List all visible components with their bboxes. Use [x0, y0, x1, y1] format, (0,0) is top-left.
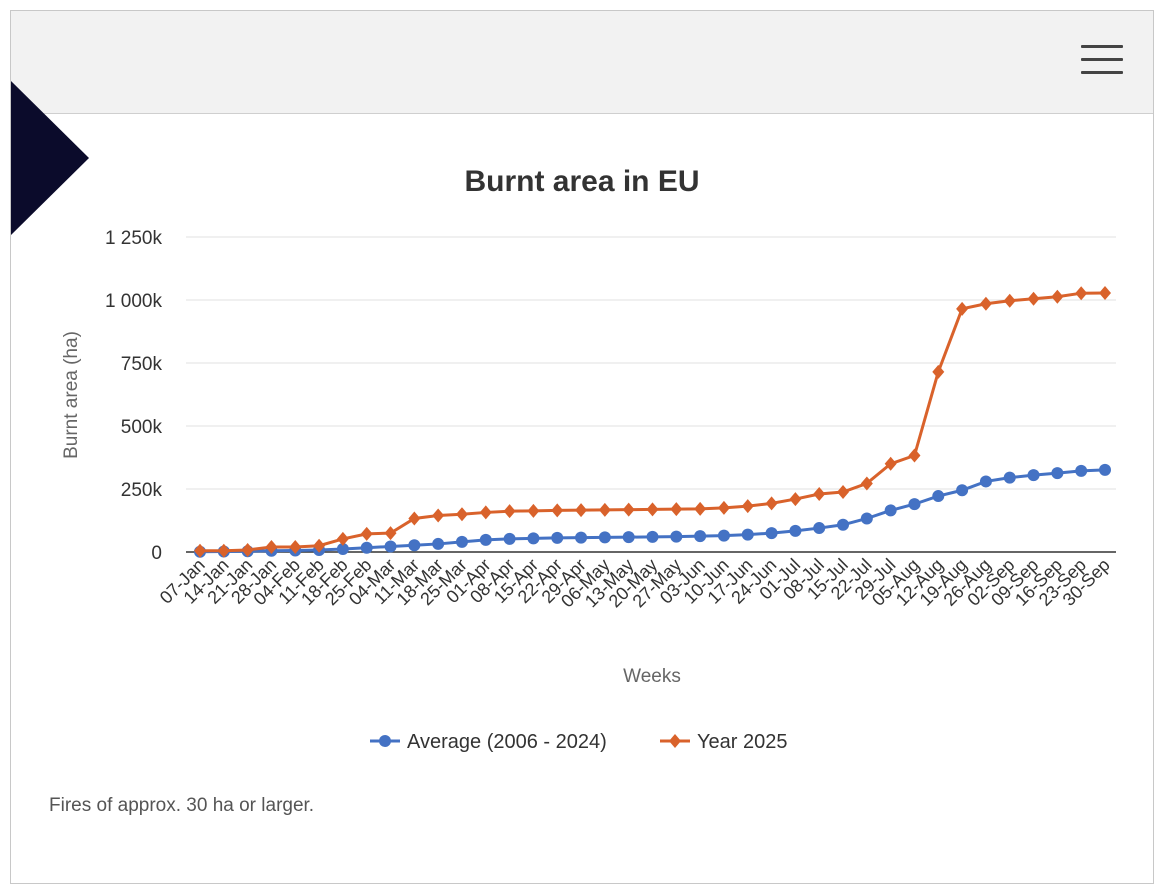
data-point[interactable]	[646, 502, 659, 517]
data-point[interactable]	[1099, 463, 1111, 476]
legend-label: Year 2025	[697, 731, 787, 753]
data-point[interactable]	[813, 487, 826, 502]
y-tick-label: 500k	[121, 417, 163, 438]
data-point[interactable]	[503, 504, 516, 519]
footnote: Fires of approx. 30 ha or larger.	[49, 795, 315, 816]
data-point[interactable]	[646, 530, 659, 543]
data-point[interactable]	[479, 533, 492, 546]
data-point[interactable]	[694, 530, 707, 543]
data-point[interactable]	[551, 531, 564, 544]
data-point[interactable]	[837, 518, 850, 531]
chart-title: Burnt area in EU	[464, 165, 699, 198]
data-point[interactable]	[765, 527, 778, 540]
data-point[interactable]	[670, 502, 683, 517]
data-point[interactable]	[527, 503, 540, 518]
data-point[interactable]	[741, 528, 754, 541]
data-point[interactable]	[622, 502, 635, 517]
data-point[interactable]	[670, 530, 683, 543]
data-point[interactable]	[908, 498, 921, 511]
data-point[interactable]	[717, 500, 730, 515]
data-point[interactable]	[932, 490, 945, 503]
data-point[interactable]	[408, 511, 421, 526]
data-point[interactable]	[1003, 293, 1016, 308]
data-point[interactable]	[932, 364, 945, 379]
legend-marker[interactable]	[379, 735, 391, 747]
data-point[interactable]	[360, 526, 373, 541]
data-point[interactable]	[241, 542, 254, 557]
data-point[interactable]	[1003, 471, 1016, 484]
data-point[interactable]	[789, 524, 802, 537]
y-tick-label: 0	[151, 543, 162, 564]
data-point[interactable]	[336, 542, 349, 555]
data-point[interactable]	[979, 475, 992, 488]
data-point[interactable]	[837, 485, 850, 500]
chart-card: Fires of approx. 30 ha or larger.	[10, 10, 1154, 884]
data-point[interactable]	[527, 532, 540, 545]
data-point[interactable]	[598, 502, 611, 517]
data-point[interactable]	[360, 541, 373, 554]
data-point[interactable]	[1075, 464, 1088, 477]
data-point[interactable]	[1027, 469, 1040, 482]
data-point[interactable]	[265, 539, 278, 554]
data-point[interactable]	[408, 539, 421, 552]
data-point[interactable]	[336, 531, 349, 546]
data-point[interactable]	[384, 540, 397, 553]
data-point[interactable]	[432, 537, 445, 550]
y-tick-label: 1 000k	[105, 291, 163, 312]
data-point[interactable]	[884, 456, 897, 471]
data-point[interactable]	[384, 526, 397, 541]
data-point[interactable]	[313, 538, 326, 553]
data-point[interactable]	[813, 522, 826, 535]
legend-item[interactable]: Year 2025	[660, 731, 787, 753]
data-point[interactable]	[694, 501, 707, 516]
data-point[interactable]	[455, 535, 468, 548]
data-point[interactable]	[717, 529, 730, 542]
data-point[interactable]	[908, 448, 921, 463]
data-point[interactable]	[217, 543, 230, 558]
data-point[interactable]	[741, 499, 754, 514]
data-point[interactable]	[1075, 286, 1088, 301]
hamburger-icon[interactable]	[1081, 45, 1123, 77]
y-tick-label: 250k	[121, 480, 163, 501]
data-point[interactable]	[860, 512, 873, 525]
data-point[interactable]	[789, 492, 802, 507]
decorative-triangle	[11, 81, 89, 235]
series-year-2025	[194, 285, 1111, 558]
data-point[interactable]	[956, 484, 969, 497]
data-point[interactable]	[1027, 291, 1040, 306]
x-axis-label: Weeks	[623, 666, 681, 687]
data-point[interactable]	[765, 496, 778, 511]
y-axis-label: Burnt area (ha)	[61, 331, 82, 459]
legend-marker[interactable]	[669, 734, 681, 748]
legend-item[interactable]: Average (2006 - 2024)	[370, 731, 607, 753]
data-point[interactable]	[479, 505, 492, 520]
y-tick-label: 1 250k	[105, 228, 163, 249]
data-point[interactable]	[1099, 285, 1111, 300]
data-point[interactable]	[1051, 289, 1064, 304]
data-point[interactable]	[860, 476, 873, 491]
data-point[interactable]	[956, 301, 969, 316]
data-point[interactable]	[979, 296, 992, 311]
y-tick-label: 750k	[121, 354, 163, 375]
data-point[interactable]	[194, 543, 206, 558]
data-point[interactable]	[575, 531, 588, 544]
data-point[interactable]	[551, 503, 564, 518]
data-point[interactable]	[575, 503, 588, 518]
data-point[interactable]	[598, 531, 611, 544]
data-point[interactable]	[1051, 467, 1064, 480]
data-point[interactable]	[503, 532, 516, 545]
legend-label: Average (2006 - 2024)	[407, 731, 607, 753]
data-point[interactable]	[432, 508, 445, 523]
top-bar	[11, 11, 1153, 114]
data-point[interactable]	[884, 504, 897, 517]
data-point[interactable]	[289, 539, 302, 554]
data-point[interactable]	[455, 507, 468, 522]
data-point[interactable]	[622, 531, 635, 544]
